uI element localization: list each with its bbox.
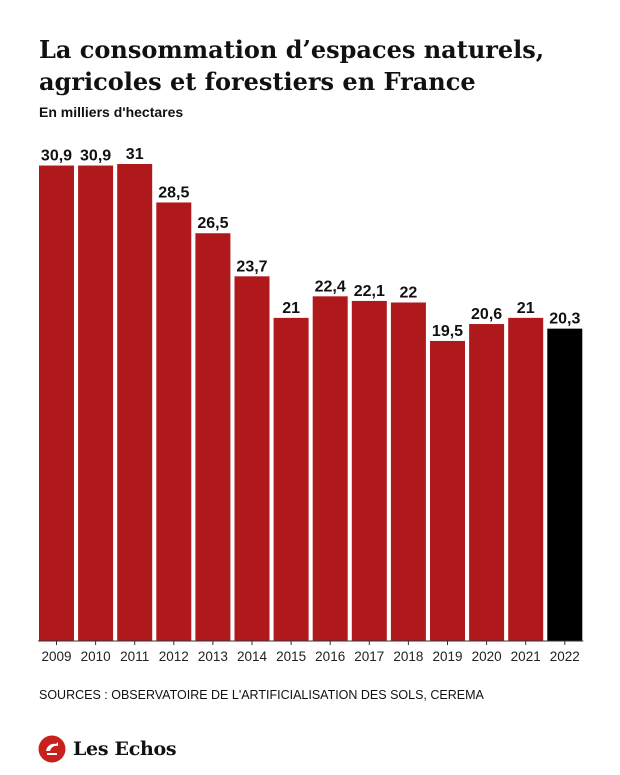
value-label-2015: 21: [282, 300, 300, 317]
brand-logo: Les Echos: [38, 734, 177, 764]
bar-2019: [430, 340, 465, 641]
value-label-2021: 21: [517, 300, 535, 317]
value-label-2016: 22,4: [315, 278, 346, 295]
value-label-2022: 20,3: [549, 311, 580, 328]
chart-title: La consommation d’espaces naturels, agri…: [39, 34, 599, 98]
bar-2013: [195, 233, 231, 641]
value-label-2012: 28,5: [158, 184, 189, 201]
bar-2011: [117, 164, 153, 641]
value-label-2011: 31: [126, 146, 144, 163]
bar-2021: [508, 317, 544, 641]
value-label-2009: 30,9: [41, 148, 72, 165]
title-line-1: La consommation d’espaces naturels,: [39, 35, 545, 64]
brand-name: Les Echos: [73, 738, 177, 760]
bar-2009: [39, 165, 74, 642]
x-tick-label-2009: 2009: [41, 649, 71, 664]
x-tick-label-2014: 2014: [237, 649, 268, 664]
les-echos-logo-icon: [38, 735, 66, 763]
value-label-2010: 30,9: [80, 148, 111, 165]
title-line-2: agricoles et forestiers en France: [39, 67, 476, 96]
x-tick-label-2022: 2022: [550, 649, 580, 664]
bar-2014: [234, 276, 270, 641]
bar-chart: 30,9 2009 30,9 2010 31 2011 28,5 2012 26,5 2013 23…: [38, 146, 584, 664]
value-label-2018: 22: [400, 284, 418, 301]
x-tick-label-2018: 2018: [393, 649, 423, 664]
value-label-2013: 26,5: [197, 215, 228, 232]
bar-2022: [547, 328, 583, 641]
bar-2017: [351, 300, 387, 641]
x-tick-label-2020: 2020: [472, 649, 502, 664]
value-label-2014: 23,7: [236, 258, 267, 275]
x-tick-label-2012: 2012: [159, 649, 189, 664]
value-label-2017: 22,1: [354, 283, 385, 300]
bar-2020: [469, 324, 505, 641]
x-tick-label-2013: 2013: [198, 649, 228, 664]
x-tick-label-2011: 2011: [120, 649, 149, 664]
bar-2018: [390, 302, 426, 641]
value-label-2019: 19,5: [432, 323, 463, 340]
x-tick-label-2010: 2010: [81, 649, 111, 664]
bar-2010: [78, 165, 114, 642]
x-tick-label-2017: 2017: [354, 649, 384, 664]
x-tick-label-2019: 2019: [432, 649, 462, 664]
chart-subtitle: En milliers d'hectares: [39, 104, 184, 120]
x-tick-label-2021: 2021: [511, 649, 541, 664]
bar-2012: [156, 202, 192, 641]
x-tick-label-2016: 2016: [315, 649, 345, 664]
bar-2016: [312, 296, 348, 641]
value-label-2020: 20,6: [471, 306, 502, 323]
x-tick-label-2015: 2015: [276, 649, 306, 664]
bar-2015: [273, 317, 309, 641]
sources-note: SOURCES : OBSERVATOIRE DE L'ARTIFICIALIS…: [39, 688, 484, 702]
